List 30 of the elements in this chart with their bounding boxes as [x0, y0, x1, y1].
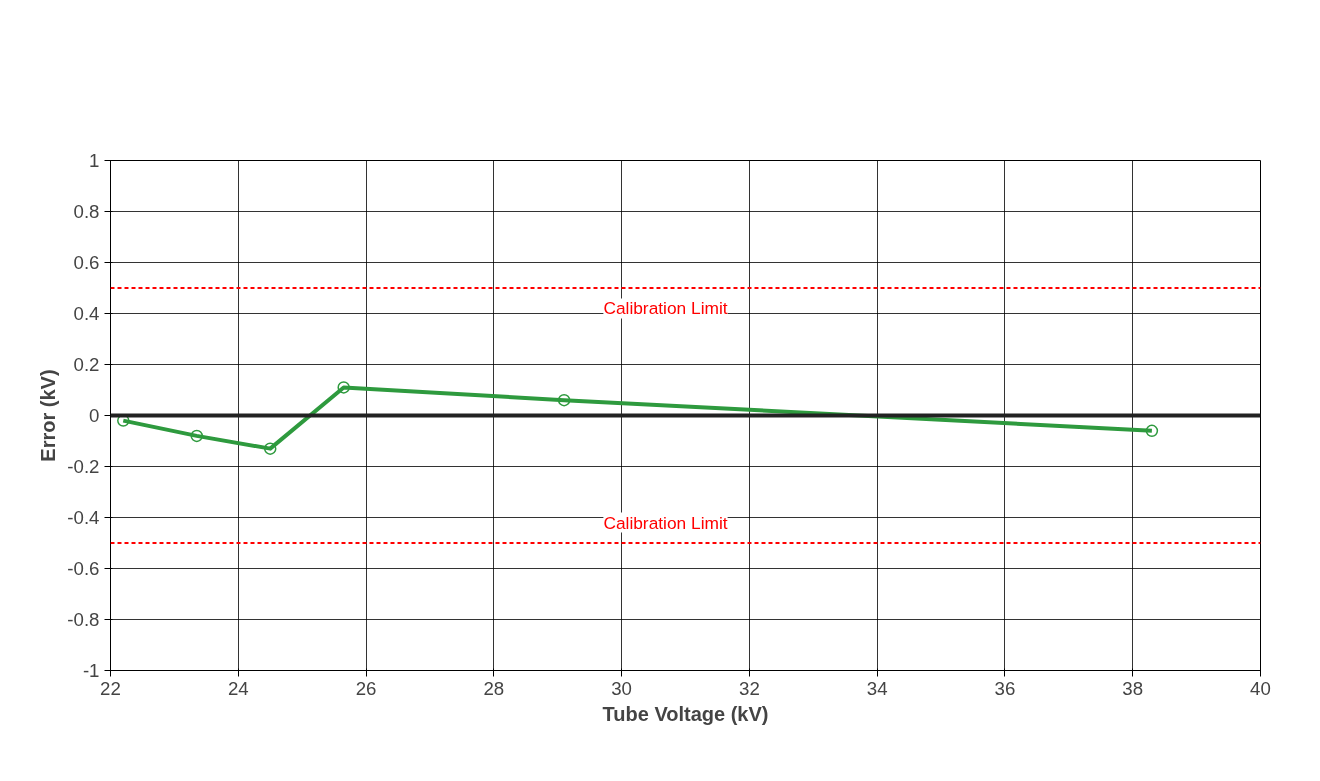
x-tick-label: 30: [611, 677, 632, 699]
point: [1145, 424, 1159, 438]
x-tick-label: 32: [739, 677, 760, 699]
y-tick-label: 0.4: [73, 303, 100, 324]
x-tick-label: 36: [994, 677, 1016, 699]
y-tick-label: -0.8: [67, 609, 100, 630]
y-tick-label: 1: [89, 150, 100, 171]
x-tick-label: 34: [866, 677, 888, 699]
ref-line-label: Calibration Limit: [603, 298, 728, 319]
x-tick-label: 38: [1122, 677, 1144, 699]
point: [263, 442, 277, 455]
ref-line-label: Calibration Limit: [603, 512, 728, 533]
x-tick-label: 40: [1250, 677, 1271, 699]
point: [190, 429, 203, 443]
x-tick-label: 28: [483, 677, 505, 699]
point: [557, 393, 571, 407]
x-axis-title: Tube Voltage (kV): [602, 702, 769, 725]
y-tick-label: 0.8: [73, 201, 100, 222]
y-tick-label: 0.6: [73, 252, 100, 273]
y-tick-label: -1: [82, 660, 100, 681]
x-tick-label: 22: [100, 677, 121, 699]
y-tick-label: 0: [89, 405, 100, 426]
y-axis-title: Error (kV): [37, 369, 60, 462]
y-tick-label: -0.4: [67, 507, 100, 528]
y-tick-label: -0.2: [67, 456, 100, 477]
y-tick-label: 0.2: [73, 354, 100, 375]
x-tick-label: 24: [227, 677, 249, 699]
point: [337, 381, 350, 394]
y-tick-label: -0.6: [67, 558, 100, 579]
x-tick-label: 26: [355, 677, 377, 699]
